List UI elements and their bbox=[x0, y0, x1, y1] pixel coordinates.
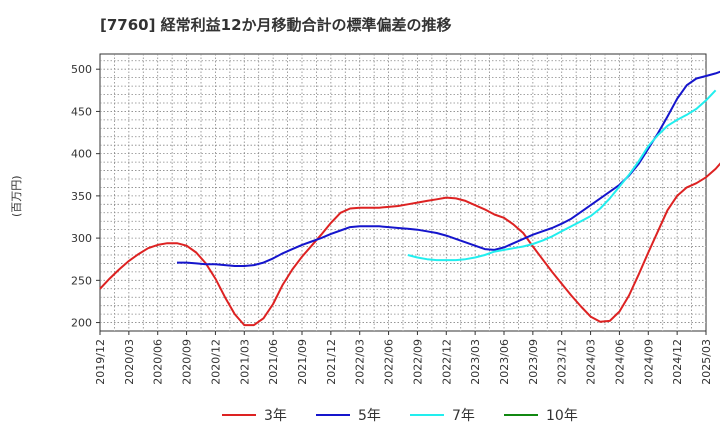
x-tick-label: 2021/06 bbox=[267, 339, 280, 385]
legend-label-5y: 5年 bbox=[358, 408, 381, 424]
x-tick-label: 2022/12 bbox=[440, 339, 453, 385]
x-tick-label: 2021/03 bbox=[238, 339, 251, 385]
legend-item-10y: 10年 bbox=[504, 404, 578, 426]
x-tick-label: 2020/06 bbox=[152, 339, 165, 385]
line-chart: 200 250 300 350 400 450 500 2019/12 2020/03 2020… bbox=[71, 53, 720, 385]
x-tick-label: 2022/06 bbox=[383, 339, 396, 385]
x-tick-label: 2024/06 bbox=[613, 339, 626, 385]
y-tick-label: 450 bbox=[71, 105, 92, 118]
legend-swatch-7y bbox=[410, 414, 444, 416]
x-tick-label: 2020/12 bbox=[209, 339, 222, 385]
x-tick-label: 2024/09 bbox=[642, 339, 655, 385]
legend-label-3y: 3年 bbox=[264, 408, 287, 424]
legend-item-7y: 7年 bbox=[410, 404, 475, 426]
x-tick-label: 2020/09 bbox=[181, 339, 194, 385]
x-tick-label: 2023/03 bbox=[469, 339, 482, 385]
y-tick-label: 300 bbox=[71, 232, 92, 245]
x-tick-label: 2021/12 bbox=[325, 339, 338, 385]
x-tick-label: 2022/09 bbox=[411, 339, 424, 385]
y-tick-labels: 200 250 300 350 400 450 500 bbox=[71, 63, 100, 330]
x-tick-labels: 2019/12 2020/03 2020/06 2020/09 2020/12 2021/… bbox=[94, 331, 713, 385]
legend: 3年 5年 7年 10年 bbox=[0, 404, 720, 426]
chart-title: [7760] 経常利益12か月移動合計の標準偏差の推移 bbox=[100, 16, 452, 34]
legend-item-5y: 5年 bbox=[316, 404, 381, 426]
x-tick-label: 2024/12 bbox=[671, 339, 684, 385]
series-line-2 bbox=[407, 89, 717, 262]
legend-label-7y: 7年 bbox=[452, 408, 475, 424]
x-tick-label: 2024/03 bbox=[585, 339, 598, 385]
legend-swatch-5y bbox=[316, 414, 350, 416]
x-tick-label: 2023/12 bbox=[556, 339, 569, 385]
x-tick-label: 2019/12 bbox=[94, 339, 107, 385]
x-tick-label: 2020/03 bbox=[123, 339, 136, 385]
legend-swatch-10y bbox=[504, 414, 538, 416]
legend-label-10y: 10年 bbox=[546, 408, 578, 424]
x-tick-label: 2022/03 bbox=[354, 339, 367, 385]
y-tick-label: 350 bbox=[71, 190, 92, 203]
x-tick-label: 2025/03 bbox=[700, 339, 713, 385]
y-tick-label: 200 bbox=[71, 317, 92, 330]
y-tick-label: 250 bbox=[71, 274, 92, 287]
y-tick-label: 500 bbox=[71, 63, 92, 76]
legend-item-3y: 3年 bbox=[222, 404, 287, 426]
series-lines bbox=[99, 70, 720, 327]
x-tick-label: 2023/09 bbox=[527, 339, 540, 385]
y-tick-label: 400 bbox=[71, 148, 92, 161]
x-tick-label: 2021/09 bbox=[296, 339, 309, 385]
legend-swatch-3y bbox=[222, 414, 256, 416]
series-line-1 bbox=[177, 70, 720, 267]
x-tick-label: 2023/06 bbox=[498, 339, 511, 385]
